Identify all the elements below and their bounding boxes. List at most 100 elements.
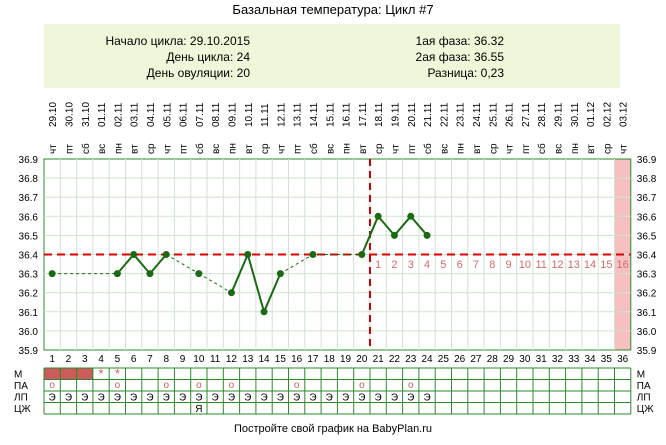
cycle-day: День цикла: 24 bbox=[166, 50, 250, 64]
temperature-point bbox=[276, 270, 284, 278]
lp-mark: Э bbox=[81, 393, 88, 404]
date-label: 20.11 bbox=[407, 102, 418, 127]
lp-mark: Э bbox=[114, 393, 121, 404]
y-tick-label-right: 36.3 bbox=[637, 270, 657, 281]
weekday-label: чт bbox=[276, 144, 287, 154]
temperature-point bbox=[227, 289, 235, 297]
weekday-label: вс bbox=[439, 144, 450, 154]
row-label-right: ЦЖ bbox=[637, 404, 654, 415]
weekday-label: сб bbox=[80, 143, 92, 154]
y-tick-label-right: 36.9 bbox=[637, 155, 657, 166]
day-number-label: 30 bbox=[519, 354, 531, 365]
period-cell bbox=[44, 368, 61, 380]
day-number-label: 11 bbox=[210, 354, 221, 365]
post-ovulation-day-label: 1 bbox=[375, 259, 381, 271]
y-tick-label-left: 36.9 bbox=[19, 155, 39, 166]
temperature-point bbox=[146, 270, 154, 278]
temperature-point bbox=[195, 270, 203, 278]
y-tick-label-right: 36.4 bbox=[637, 251, 657, 262]
date-label: 01.12 bbox=[586, 102, 597, 127]
day-number-label: 21 bbox=[373, 354, 385, 365]
date-label: 30.11 bbox=[570, 102, 581, 127]
lp-mark: Э bbox=[391, 393, 398, 404]
date-label: 31.10 bbox=[81, 102, 92, 127]
weekday-label: чт bbox=[619, 144, 630, 154]
cj-mark: Я bbox=[195, 404, 202, 415]
day-number-label: 34 bbox=[584, 354, 596, 365]
day-number-label: 13 bbox=[242, 354, 254, 365]
y-tick-label-left: 35.9 bbox=[19, 346, 39, 357]
day-number-label: 10 bbox=[193, 354, 205, 365]
day-number-label: 1 bbox=[49, 354, 55, 365]
period-cell bbox=[76, 368, 93, 380]
temperature-segment-dashed bbox=[165, 254, 200, 275]
day-number-label: 29 bbox=[503, 354, 515, 365]
period-star-mark: * bbox=[99, 366, 104, 381]
pa-mark: о bbox=[163, 380, 169, 391]
day-number-label: 27 bbox=[470, 354, 482, 365]
y-tick-label-left: 36.4 bbox=[19, 251, 39, 262]
date-label: 17.11 bbox=[358, 102, 369, 127]
weekday-label: пн bbox=[342, 143, 353, 154]
day-number-label: 23 bbox=[405, 354, 417, 365]
temperature-point bbox=[423, 231, 431, 239]
row-label-left: ЛП bbox=[14, 393, 28, 404]
date-label: 30.10 bbox=[64, 102, 75, 127]
date-label: 02.12 bbox=[602, 102, 613, 127]
phase2-average: 2ая фаза: 36.55 bbox=[415, 50, 504, 64]
post-ovulation-day-label: 15 bbox=[600, 259, 612, 271]
day-number-label: 14 bbox=[258, 354, 270, 365]
row-label-left: М bbox=[14, 370, 22, 381]
row-label-right: ЛП bbox=[637, 393, 651, 404]
lp-mark: Э bbox=[326, 393, 333, 404]
date-label: 06.11 bbox=[179, 102, 190, 127]
weekday-label: чт bbox=[162, 144, 173, 154]
day-number-label: 20 bbox=[356, 354, 368, 365]
lp-mark: Э bbox=[65, 393, 72, 404]
pa-mark: о bbox=[115, 380, 121, 391]
day-number-label: 24 bbox=[421, 354, 433, 365]
day-number-label: 31 bbox=[536, 354, 548, 365]
weekday-label: сб bbox=[422, 143, 434, 154]
temperature-segment bbox=[393, 215, 412, 237]
weekday-label: вс bbox=[325, 144, 336, 154]
day-number-label: 12 bbox=[226, 354, 238, 365]
weekday-label: вт bbox=[130, 144, 141, 154]
y-tick-label-left: 36.1 bbox=[19, 308, 39, 319]
day-number-label: 16 bbox=[291, 354, 303, 365]
lp-mark: Э bbox=[179, 393, 186, 404]
day-number-label: 32 bbox=[552, 354, 564, 365]
day-number-label: 35 bbox=[601, 354, 613, 365]
lp-mark: Э bbox=[163, 393, 170, 404]
day-number-label: 9 bbox=[180, 354, 186, 365]
temperature-segment bbox=[409, 215, 428, 237]
temperature-point bbox=[358, 251, 366, 258]
lp-mark: Э bbox=[49, 393, 56, 404]
lp-mark: Э bbox=[407, 393, 414, 404]
y-tick-label-left: 36.0 bbox=[19, 327, 39, 338]
date-label: 05.11 bbox=[162, 102, 173, 127]
date-label: 04.11 bbox=[146, 102, 157, 127]
date-label: 12.11 bbox=[276, 102, 287, 127]
post-ovulation-day-label: 5 bbox=[440, 259, 446, 271]
date-label: 14.11 bbox=[309, 102, 320, 127]
temperature-point bbox=[407, 212, 415, 220]
lp-mark: Э bbox=[293, 393, 300, 404]
footer-link[interactable]: Постройте свой график на BabyPlan.ru bbox=[233, 423, 433, 435]
y-tick-label-right: 36.6 bbox=[637, 212, 657, 223]
temperature-point bbox=[113, 270, 121, 278]
temperature-segment bbox=[360, 215, 380, 255]
date-label: 10.11 bbox=[244, 102, 255, 127]
post-ovulation-day-label: 13 bbox=[568, 259, 580, 271]
date-label: 29.10 bbox=[48, 102, 59, 127]
post-ovulation-day-label: 6 bbox=[457, 259, 463, 271]
day-number-label: 36 bbox=[617, 354, 629, 365]
date-label: 11.11 bbox=[260, 103, 271, 127]
post-ovulation-day-label: 14 bbox=[584, 259, 596, 271]
y-tick-label-right: 36.2 bbox=[637, 289, 657, 300]
day-number-label: 33 bbox=[568, 354, 580, 365]
lp-mark: Э bbox=[146, 393, 153, 404]
row-label-right: ПА bbox=[637, 381, 651, 392]
temperature-point bbox=[130, 251, 138, 258]
